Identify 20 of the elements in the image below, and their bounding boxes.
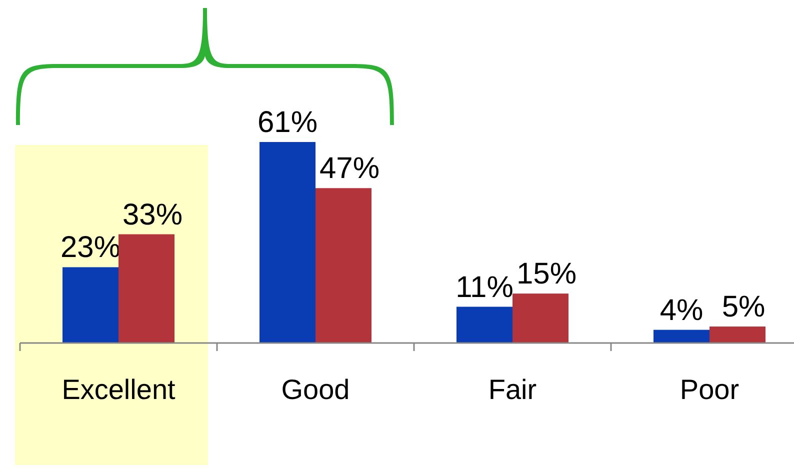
bar: [512, 294, 568, 343]
x-tick-label: Fair: [488, 374, 537, 405]
data-label: 11%: [456, 270, 514, 304]
data-label: 61%: [257, 106, 318, 139]
x-tick-label: Poor: [680, 374, 740, 405]
data-label: 47%: [319, 152, 380, 186]
bar: [316, 188, 372, 343]
bar: [118, 234, 174, 343]
data-label: 15%: [516, 258, 577, 291]
data-label: 5%: [722, 290, 766, 324]
x-tick-label: Excellent: [62, 374, 176, 405]
data-label: 4%: [660, 294, 704, 327]
data-label: 33%: [122, 198, 183, 232]
x-tick-label: Good: [281, 374, 350, 405]
bar: [62, 267, 118, 343]
bar: [260, 142, 316, 343]
data-label: 23%: [60, 231, 121, 264]
bar: [654, 330, 710, 343]
bar: [710, 326, 766, 343]
bar: [456, 306, 512, 343]
